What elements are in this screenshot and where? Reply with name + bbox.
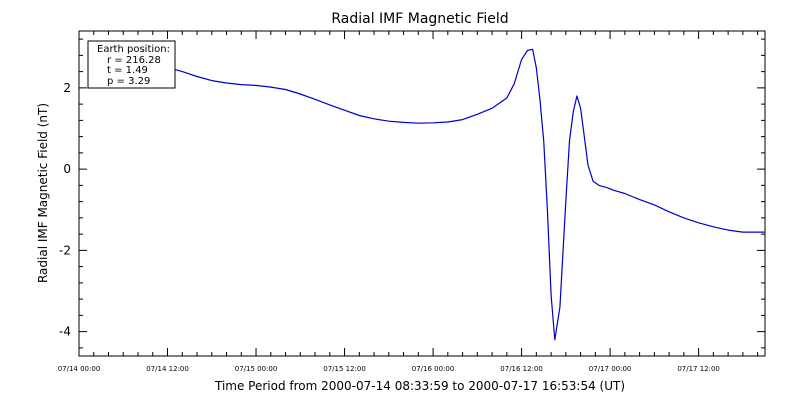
earth-position-legend: Earth position: r = 216.28 t = 1.49 p = … xyxy=(87,40,176,89)
y-tick-label: -2 xyxy=(59,243,71,257)
legend-line-t: t = 1.49 xyxy=(107,65,148,76)
x-tick-label: 07/17 00:00 xyxy=(589,365,632,373)
chart-title: Radial IMF Magnetic Field xyxy=(331,11,508,27)
series-layer xyxy=(142,48,765,341)
x-tick-label: 07/17 12:00 xyxy=(677,365,720,373)
x-tick-label: 07/16 00:00 xyxy=(412,365,455,373)
legend-heading: Earth position: xyxy=(97,44,170,55)
legend-line-p: p = 3.29 xyxy=(107,76,150,87)
plot-frame xyxy=(78,30,766,357)
ticks-layer: -4 -2 0 2 07/14 00:00 07/14 12:00 07/15 00:00 0… xyxy=(58,31,765,373)
y-tick-label: 2 xyxy=(63,81,71,95)
series-line xyxy=(142,48,765,341)
y-axis-label: Radial IMF Magnetic Field (nT) xyxy=(36,103,50,283)
y-tick-label: -4 xyxy=(59,325,71,339)
x-tick-label: 07/15 00:00 xyxy=(235,365,278,373)
legend-box xyxy=(87,40,176,89)
x-tick-label: 07/14 00:00 xyxy=(58,365,101,373)
x-axis-label: Time Period from 2000-07-14 08:33:59 to … xyxy=(214,379,625,393)
y-tick-label: 0 xyxy=(63,162,71,176)
x-tick-label: 07/14 12:00 xyxy=(146,365,189,373)
legend-line-r: r = 216.28 xyxy=(107,55,161,66)
x-tick-label: 07/16 12:00 xyxy=(500,365,543,373)
x-tick-label: 07/15 12:00 xyxy=(323,365,366,373)
